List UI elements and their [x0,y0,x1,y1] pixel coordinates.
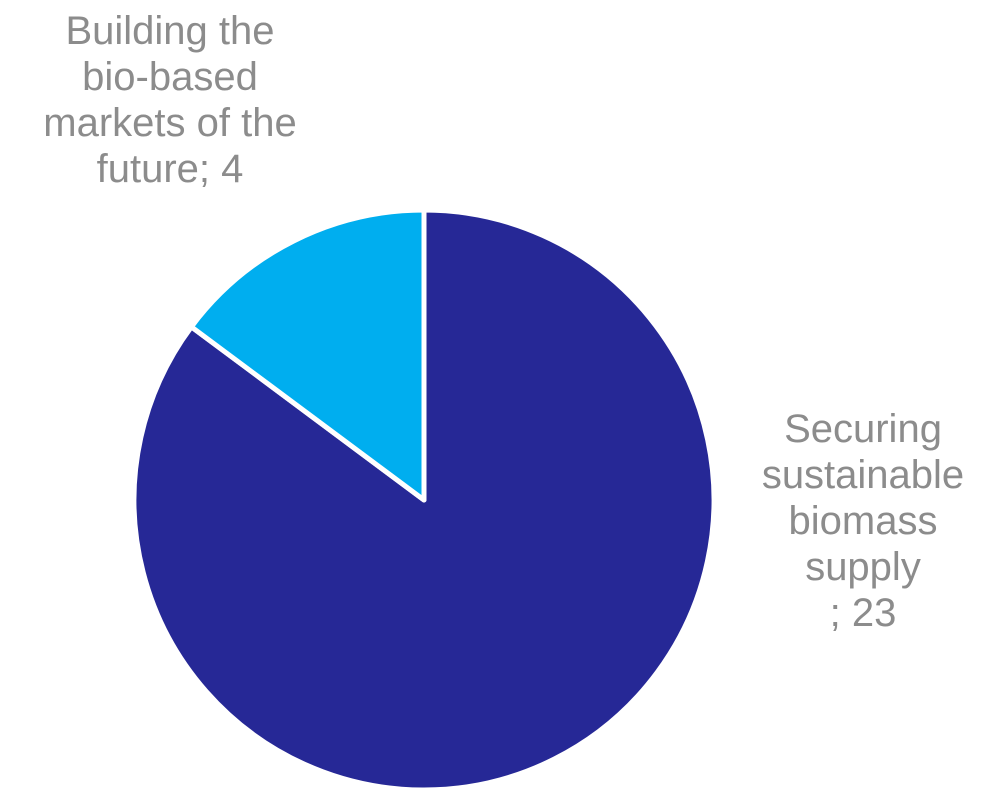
slice-label-securing-sustainable-biomass: Securing sustainable biomass supply ; 23 [761,407,965,635]
pie-slice-building-bio-based-markets [188,207,427,503]
pie-slice-securing-sustainable-biomass [131,207,717,793]
slice-label-building-bio-based-markets: Building the bio-based markets of the fu… [43,9,297,191]
